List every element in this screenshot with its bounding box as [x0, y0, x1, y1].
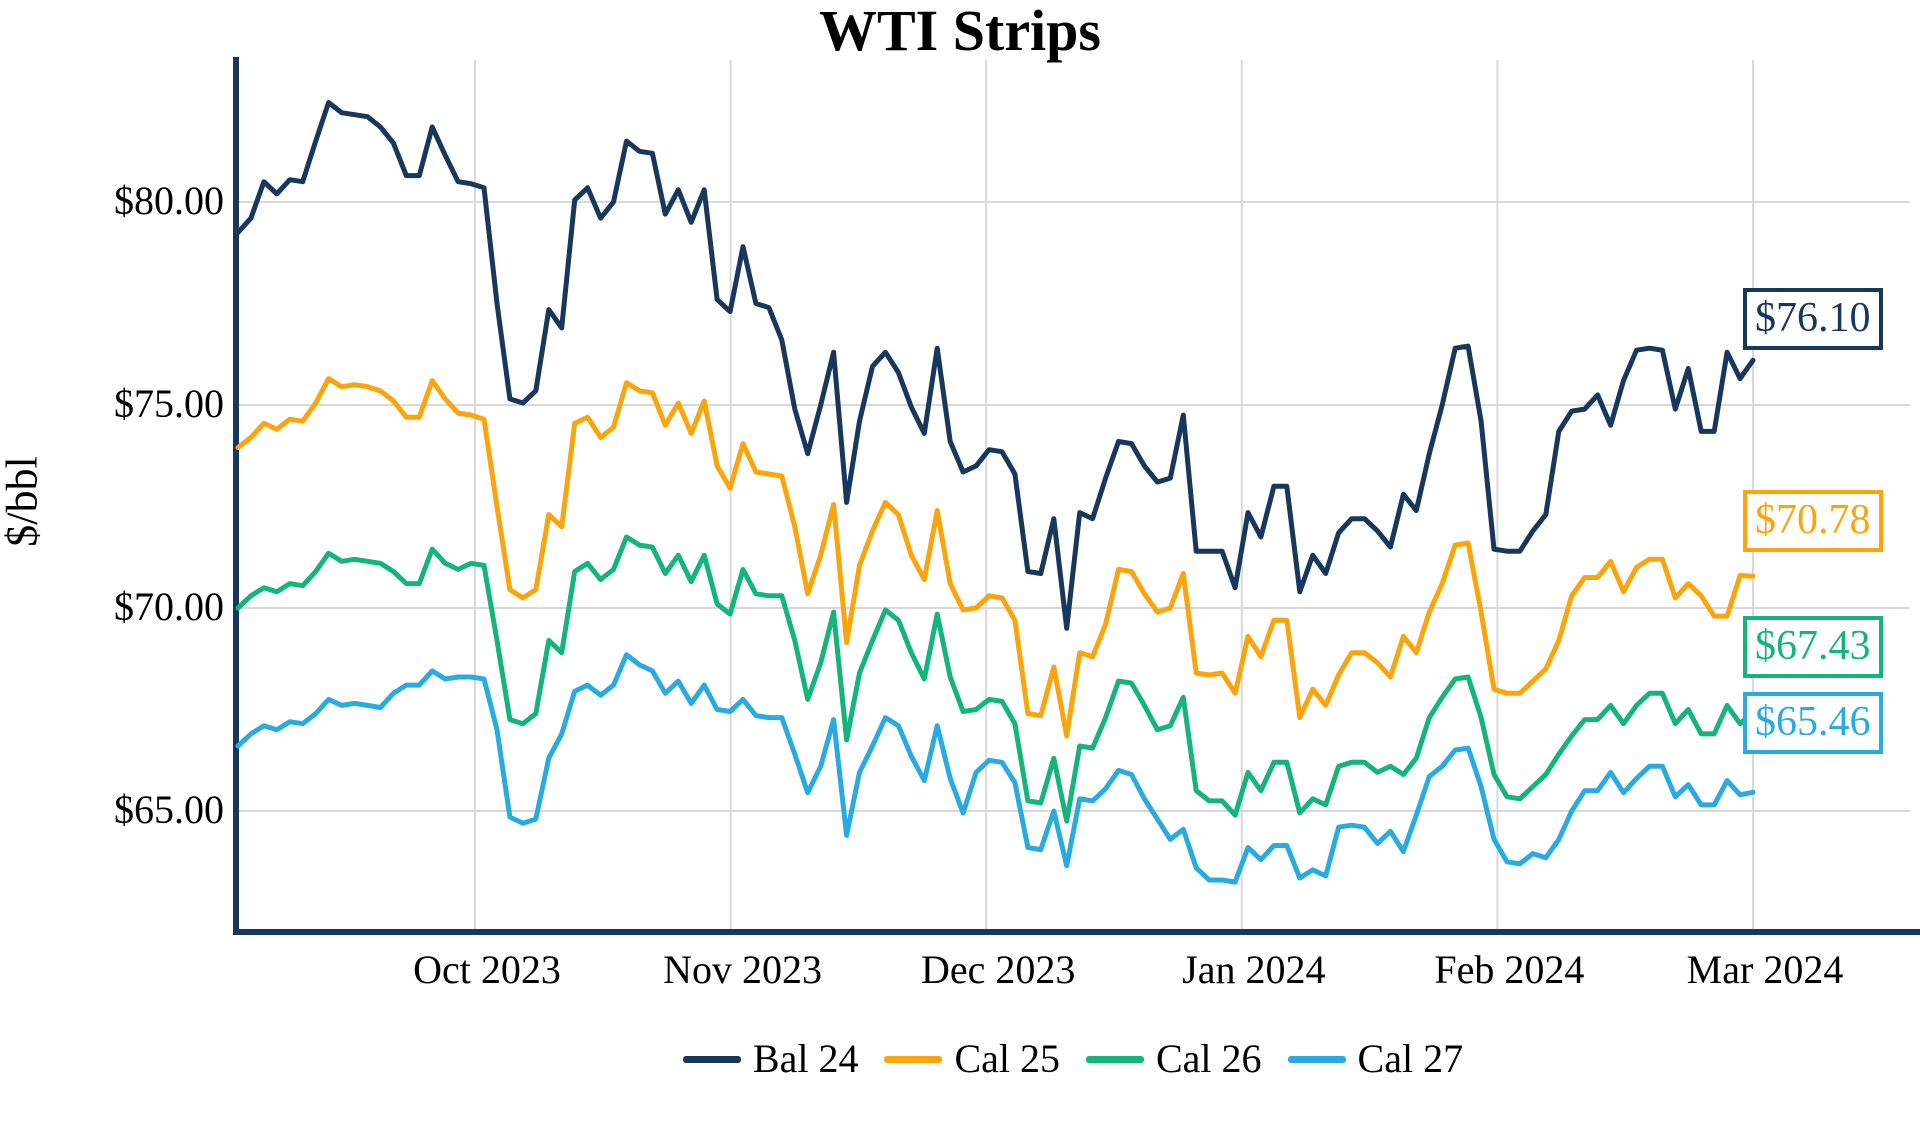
chart-title: WTI Strips: [818, 0, 1101, 63]
x-tick-label: Dec 2023: [920, 947, 1076, 992]
legend-swatch-icon: [1086, 1055, 1144, 1063]
end-value-badge-bal-24: $76.10: [1743, 288, 1883, 350]
legend-item-cal-27[interactable]: Cal 27: [1287, 1036, 1464, 1082]
legend-item-cal-25[interactable]: Cal 25: [884, 1036, 1060, 1082]
y-tick-label: $80.00: [114, 178, 224, 223]
series-line-cal-26: [235, 534, 1756, 824]
x-tick-label: Jan 2024: [1182, 947, 1326, 992]
x-tick-label: Feb 2024: [1434, 947, 1585, 992]
end-value-badge-cal-26: $67.43: [1743, 616, 1883, 678]
end-value-badge-cal-25: $70.78: [1743, 490, 1883, 552]
y-tick-label: $65.00: [114, 787, 224, 832]
legend-label: Cal 25: [954, 1036, 1060, 1081]
end-value-badge-cal-27: $65.46: [1743, 692, 1883, 754]
series-lines: [235, 100, 1756, 885]
legend: Bal 24 Cal 25 Cal 26 Cal 27: [236, 1036, 1910, 1082]
y-tick-label: $75.00: [114, 381, 224, 426]
axes: [233, 57, 1920, 935]
x-tick-label: Nov 2023: [663, 947, 823, 992]
y-axis-line: [233, 57, 239, 934]
series-line-cal-25: [235, 376, 1756, 739]
x-tick-label: Oct 2023: [413, 947, 561, 992]
legend-label: Cal 26: [1156, 1036, 1262, 1081]
series-line-cal-27: [235, 652, 1756, 885]
legend-item-cal-26[interactable]: Cal 26: [1086, 1036, 1262, 1082]
gridlines: [236, 60, 1910, 931]
legend-swatch-icon: [682, 1055, 741, 1063]
legend-item-bal-24[interactable]: Bal 24: [682, 1036, 859, 1082]
legend-swatch-icon: [1287, 1055, 1346, 1063]
legend-label: Bal 24: [752, 1036, 859, 1081]
y-tick-label: $70.00: [114, 584, 224, 629]
x-tick-label: Mar 2024: [1686, 947, 1844, 992]
legend-swatch-icon: [884, 1055, 943, 1063]
x-axis-line: [233, 929, 1920, 935]
legend-label: Cal 27: [1357, 1036, 1464, 1081]
series-line-bal-24: [235, 100, 1756, 631]
